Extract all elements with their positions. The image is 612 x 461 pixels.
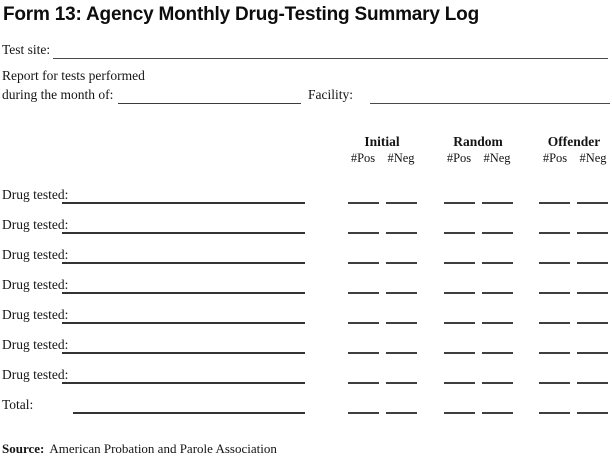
offender-pos-blank xyxy=(539,338,570,354)
test-site-blank-line xyxy=(53,44,608,59)
random-neg-blank xyxy=(482,218,513,234)
offender-neg-blank xyxy=(577,368,608,384)
offender-pos-blank xyxy=(539,188,570,204)
initial-neg-blank xyxy=(386,368,417,384)
offender-neg-blank xyxy=(577,338,608,354)
column-header-offender: Offender #Pos #Neg xyxy=(539,134,609,166)
report-period-label-line1: Report for tests performed xyxy=(2,68,145,83)
random-pos-blank xyxy=(444,308,475,324)
row-label: Drug tested: xyxy=(2,247,69,262)
initial-pos-blank xyxy=(348,278,379,294)
initial-pos-blank xyxy=(348,188,379,204)
column-header-initial-label: Initial xyxy=(364,134,400,149)
offender-pos-header: #Pos xyxy=(542,151,568,165)
offender-pos-blank xyxy=(539,398,570,414)
initial-neg-blank xyxy=(386,248,417,264)
initial-neg-blank xyxy=(386,398,417,414)
random-neg-blank xyxy=(482,368,513,384)
row-label: Drug tested: xyxy=(2,217,69,232)
random-pos-blank xyxy=(444,188,475,204)
random-pos-blank xyxy=(444,218,475,234)
drug-name-blank-line xyxy=(62,188,305,204)
offender-pos-blank xyxy=(539,278,570,294)
source-label: Source: xyxy=(2,441,45,456)
row-label: Drug tested: xyxy=(2,367,69,382)
drug-name-blank-line xyxy=(62,248,305,264)
random-pos-blank xyxy=(444,278,475,294)
drug-name-blank-line xyxy=(62,308,305,324)
random-neg-blank xyxy=(482,248,513,264)
initial-pos-blank xyxy=(348,368,379,384)
initial-pos-blank xyxy=(348,398,379,414)
drug-name-blank-line xyxy=(62,368,305,384)
table-row: Drug tested: xyxy=(0,367,612,384)
initial-pos-blank xyxy=(348,248,379,264)
table-row: Drug tested: xyxy=(0,217,612,234)
column-header-initial: Initial #Pos #Neg xyxy=(347,134,417,166)
offender-pos-blank xyxy=(539,308,570,324)
column-header-initial-subheaders: #Pos #Neg xyxy=(347,151,417,166)
offender-neg-header: #Neg xyxy=(579,151,607,165)
source-text: American Probation and Parole Associatio… xyxy=(49,441,277,456)
offender-neg-blank xyxy=(577,398,608,414)
random-neg-blank xyxy=(482,188,513,204)
drug-name-blank-line xyxy=(62,278,305,294)
source-citation: Source: American Probation and Parole Ass… xyxy=(2,441,277,457)
table-row: Drug tested: xyxy=(0,247,612,264)
random-neg-blank xyxy=(482,308,513,324)
offender-neg-blank xyxy=(577,188,608,204)
column-header-random-subheaders: #Pos #Neg xyxy=(443,151,513,166)
initial-neg-blank xyxy=(386,218,417,234)
drug-name-blank-line xyxy=(62,218,305,234)
test-site-label: Test site: xyxy=(2,42,51,57)
column-header-offender-label: Offender xyxy=(547,134,601,149)
column-header-offender-subheaders: #Pos #Neg xyxy=(539,151,609,166)
offender-neg-blank xyxy=(577,308,608,324)
table-row: Drug tested: xyxy=(0,277,612,294)
initial-pos-header: #Pos xyxy=(350,151,376,165)
row-label: Drug tested: xyxy=(2,277,69,292)
total-blank-line xyxy=(73,398,305,414)
report-period-label-line2: during the month of: xyxy=(2,87,114,102)
initial-neg-blank xyxy=(386,278,417,294)
random-pos-header: #Pos xyxy=(446,151,472,165)
drug-name-blank-line xyxy=(62,338,305,354)
form-title: Form 13: Agency Monthly Drug-Testing Sum… xyxy=(3,4,479,25)
random-pos-blank xyxy=(444,398,475,414)
random-neg-blank xyxy=(482,398,513,414)
initial-neg-blank xyxy=(386,188,417,204)
row-label: Drug tested: xyxy=(2,337,69,352)
row-label: Drug tested: xyxy=(2,187,69,202)
initial-neg-blank xyxy=(386,338,417,354)
offender-neg-blank xyxy=(577,248,608,264)
random-neg-header: #Neg xyxy=(483,151,511,165)
random-pos-blank xyxy=(444,338,475,354)
random-neg-blank xyxy=(482,278,513,294)
row-label: Drug tested: xyxy=(2,307,69,322)
table-row: Drug tested: xyxy=(0,307,612,324)
facility-label: Facility: xyxy=(308,87,353,102)
facility-blank-line xyxy=(370,89,610,104)
offender-pos-blank xyxy=(539,368,570,384)
column-header-random: Random #Pos #Neg xyxy=(443,134,513,166)
offender-neg-blank xyxy=(577,218,608,234)
table-row: Drug tested: xyxy=(0,187,612,204)
initial-neg-blank xyxy=(386,308,417,324)
random-pos-blank xyxy=(444,248,475,264)
initial-neg-header: #Neg xyxy=(387,151,415,165)
random-pos-blank xyxy=(444,368,475,384)
column-header-random-label: Random xyxy=(453,134,503,149)
initial-pos-blank xyxy=(348,338,379,354)
row-label: Total: xyxy=(2,397,34,412)
offender-pos-blank xyxy=(539,248,570,264)
offender-neg-blank xyxy=(577,278,608,294)
month-blank-line xyxy=(118,89,301,104)
initial-pos-blank xyxy=(348,308,379,324)
table-row-total: Total: xyxy=(0,397,612,414)
random-neg-blank xyxy=(482,338,513,354)
table-row: Drug tested: xyxy=(0,337,612,354)
initial-pos-blank xyxy=(348,218,379,234)
offender-pos-blank xyxy=(539,218,570,234)
